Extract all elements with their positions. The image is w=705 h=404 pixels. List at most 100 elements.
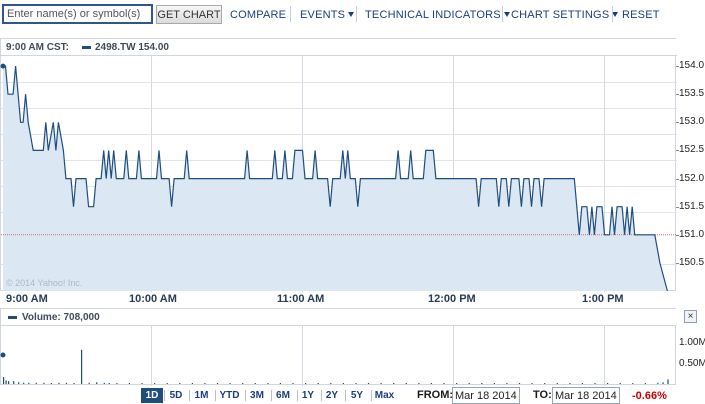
- volume-bar: [367, 383, 370, 384]
- y-tick: [676, 234, 679, 236]
- range-button-ytd[interactable]: YTD: [219, 390, 240, 401]
- volume-bar: [481, 383, 483, 384]
- volume-y-tick-label: 1.00M: [679, 337, 705, 348]
- y-tick: [676, 94, 679, 96]
- range-divider: [164, 390, 165, 401]
- range-divider: [245, 390, 246, 401]
- range-divider: [215, 390, 216, 401]
- volume-bar: [556, 383, 558, 384]
- volume-bar: [108, 383, 110, 384]
- chart-series-label: 2498.TW 154.00: [95, 42, 169, 53]
- toolbar-divider: [356, 6, 357, 22]
- to-date-input[interactable]: [552, 387, 620, 404]
- volume-bar: [103, 382, 105, 384]
- grid-line: [1, 134, 677, 135]
- range-button-1d[interactable]: 1D: [141, 388, 163, 403]
- volume-bar: [607, 383, 609, 384]
- volume-bar: [179, 383, 181, 384]
- volume-bar: [141, 383, 143, 384]
- range-button-3m[interactable]: 3M: [250, 390, 264, 401]
- symbol-input[interactable]: [2, 4, 153, 24]
- volume-bar: [3, 377, 5, 384]
- events-menu[interactable]: EVENTS: [300, 9, 355, 21]
- volume-bar: [292, 383, 294, 384]
- from-label: FROM:: [417, 389, 454, 401]
- x-tick-label: 9:00 AM: [6, 293, 48, 305]
- volume-bar: [594, 383, 596, 384]
- get-chart-button[interactable]: GET CHART: [156, 5, 222, 24]
- volume-bar: [405, 383, 407, 384]
- grid-line: [604, 39, 605, 292]
- volume-bar: [73, 383, 75, 384]
- volume-bar: [418, 383, 420, 384]
- y-tick-label: 150.5: [679, 256, 705, 268]
- chart-time-label: 9:00 AM CST:: [6, 42, 69, 53]
- volume-bar: [154, 383, 156, 384]
- volume-bar: [342, 383, 344, 384]
- range-button-5y[interactable]: 5Y: [350, 390, 364, 401]
- chevron-down-icon: [348, 12, 355, 17]
- x-tick-label: 11:00 AM: [277, 293, 325, 305]
- volume-bar: [88, 382, 90, 384]
- range-divider: [371, 390, 372, 401]
- range-button-1y[interactable]: 1Y: [301, 390, 315, 401]
- volume-bar: [191, 383, 193, 384]
- percent-change: -0.66%: [632, 390, 667, 402]
- range-button-2y[interactable]: 2Y: [325, 390, 339, 401]
- volume-bar: [569, 383, 571, 384]
- volume-bar: [96, 382, 98, 384]
- range-button-5d[interactable]: 5D: [169, 390, 183, 401]
- x-tick-label: 1:00 PM: [582, 293, 624, 305]
- grid-line: [453, 39, 454, 292]
- toolbar-divider: [502, 6, 503, 22]
- technical-indicators-menu[interactable]: TECHNICAL INDICATORS: [365, 9, 510, 21]
- compare-button[interactable]: COMPARE: [230, 9, 287, 21]
- volume-bar: [28, 382, 30, 384]
- volume-bar: [305, 383, 307, 384]
- chevron-down-icon: [503, 12, 510, 17]
- range-button-6m[interactable]: 6M: [276, 390, 290, 401]
- volume-bar: [317, 383, 319, 384]
- y-tick-label: 151.0: [679, 228, 705, 240]
- price-start-marker: [0, 63, 6, 69]
- grid-line: [453, 309, 454, 386]
- volume-chart-panel[interactable]: Volume: 708,000: [0, 308, 677, 386]
- grid-line: [1, 160, 677, 161]
- range-button-max[interactable]: Max: [374, 390, 395, 401]
- reset-button[interactable]: RESET: [622, 9, 660, 21]
- volume-bar: [128, 383, 130, 384]
- volume-bar: [632, 383, 634, 384]
- volume-bar: [35, 382, 37, 384]
- range-button-1m[interactable]: 1M: [194, 390, 209, 401]
- chart-settings-label: CHART SETTINGS: [511, 9, 610, 21]
- volume-bar: [116, 383, 118, 384]
- y-tick: [676, 122, 679, 124]
- copyright-text: © 2014 Yahoo! Inc.: [6, 278, 83, 288]
- toolbar-divider: [612, 6, 613, 22]
- volume-y-tick-label: 0.50M: [679, 358, 705, 369]
- volume-bar: [65, 382, 68, 384]
- grid-line: [1, 82, 677, 83]
- y-tick: [676, 178, 679, 180]
- y-tick-label: 154.0: [679, 60, 705, 72]
- volume-bar: [242, 383, 244, 384]
- chevron-down-icon: [612, 12, 619, 17]
- volume-bar: [657, 382, 659, 384]
- grid-line: [151, 39, 152, 292]
- close-icon[interactable]: ×: [684, 310, 697, 323]
- range-divider: [189, 390, 190, 401]
- to-label: TO:: [533, 389, 552, 401]
- chart-settings-menu[interactable]: CHART SETTINGS: [511, 9, 619, 21]
- volume-bar: [216, 383, 219, 384]
- x-tick-label: 10:00 AM: [129, 293, 177, 305]
- y-tick: [676, 150, 679, 152]
- y-tick-label: 152.5: [679, 144, 705, 156]
- range-divider: [345, 390, 346, 401]
- from-date-input[interactable]: [452, 387, 520, 404]
- volume-bar: [619, 383, 621, 384]
- chart-info-bar: 9:00 AM CST: 2498.TW 154.00: [1, 39, 677, 56]
- volume-bar: [50, 383, 52, 384]
- toolbar-divider: [290, 6, 291, 22]
- range-divider: [271, 390, 272, 401]
